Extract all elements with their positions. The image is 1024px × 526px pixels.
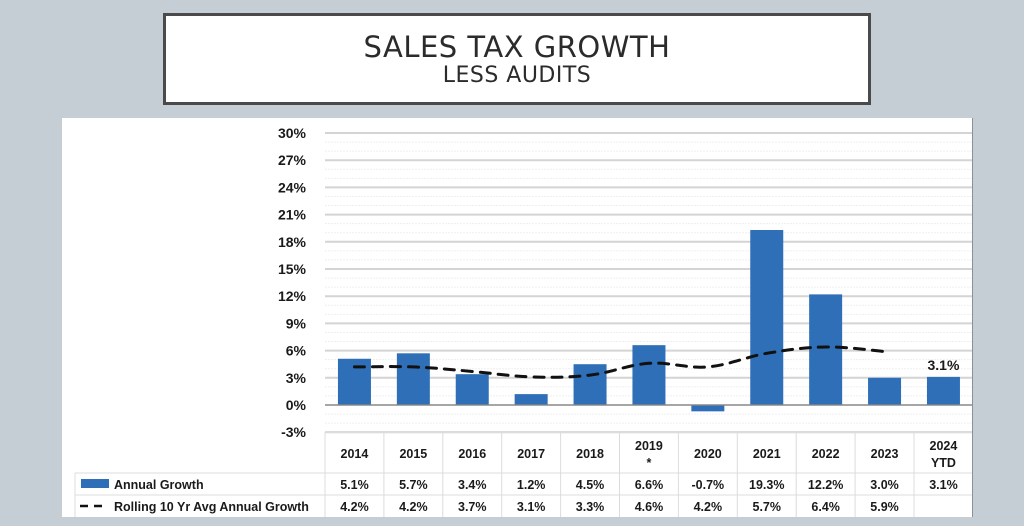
y-tick-label: 6%: [286, 343, 307, 359]
bar-2023: [868, 377, 902, 405]
table-header-cell: 2019: [635, 439, 663, 453]
bar-2018: [573, 364, 607, 405]
table-cell-rolling-avg: 4.2%: [399, 500, 428, 514]
y-tick-label: 24%: [278, 179, 307, 195]
table-header-cell: 2020: [694, 447, 722, 461]
y-tick-label: 0%: [286, 397, 307, 413]
y-tick-label: 3%: [286, 370, 307, 386]
bar-2015: [396, 353, 430, 405]
chart-subtitle: LESS AUDITS: [442, 63, 592, 88]
table-header-cell: 2022: [812, 447, 840, 461]
table-cell-annual-growth: 19.3%: [749, 478, 784, 492]
y-axis-ticks: 30% 27% 24% 21% 18% 15% 12% 9% 6% 3% 0% -3%: [278, 125, 307, 440]
table-cell-annual-growth: 3.1%: [929, 478, 958, 492]
table-header-cell: 2015: [399, 447, 427, 461]
y-tick-label: 21%: [278, 207, 307, 223]
y-tick-label: 15%: [278, 261, 307, 277]
table-header-cell: 2021: [753, 447, 781, 461]
y-tick-label: 9%: [286, 315, 307, 331]
legend-label-annual-growth: Annual Growth: [114, 478, 204, 492]
bar-2022: [809, 294, 843, 405]
table-header-cell: 2018: [576, 447, 604, 461]
y-tick-label: 27%: [278, 152, 307, 168]
table-cell-rolling-avg: 5.7%: [753, 500, 782, 514]
table-header-cell: 2023: [871, 447, 899, 461]
table-cell-annual-growth: 3.4%: [458, 478, 487, 492]
y-tick-label: 18%: [278, 234, 307, 250]
y-tick-label: 12%: [278, 288, 307, 304]
table-cell-rolling-avg: 4.2%: [694, 500, 723, 514]
table-cell-annual-growth: 6.6%: [635, 478, 664, 492]
table-header-cell: 2024: [930, 439, 958, 453]
bar-2024-ytd: [926, 376, 960, 405]
bar-2020: [691, 405, 725, 412]
table-cell-annual-growth: 5.7%: [399, 478, 428, 492]
table-cell-annual-growth: 5.1%: [340, 478, 369, 492]
table-header-cell: 2017: [517, 447, 545, 461]
table-header-cell: 2016: [458, 447, 486, 461]
legend-bar-swatch: [81, 479, 109, 488]
table-cell-rolling-avg: 3.7%: [458, 500, 487, 514]
bar-2016: [455, 374, 489, 405]
table-header-cell-sub: YTD: [931, 456, 956, 470]
title-box: SALES TAX GROWTH LESS AUDITS: [163, 13, 871, 105]
table-cell-annual-growth: 3.0%: [870, 478, 899, 492]
legend-label-rolling-avg: Rolling 10 Yr Avg Annual Growth: [114, 500, 309, 514]
bar-2019-: [632, 345, 666, 405]
table-cell-rolling-avg: 3.3%: [576, 500, 605, 514]
table-cell-rolling-avg: 6.4%: [811, 500, 840, 514]
data-label-2024-ytd: 3.1%: [927, 357, 959, 373]
annotations: 3.1%: [927, 357, 959, 373]
chart-panel: 30% 27% 24% 21% 18% 15% 12% 9% 6% 3% 0% -3% 3.1% 20…: [62, 118, 973, 517]
table-cell-annual-growth: 4.5%: [576, 478, 605, 492]
table-cell-rolling-avg: 4.6%: [635, 500, 664, 514]
table-cell-rolling-avg: 5.9%: [870, 500, 899, 514]
table-cell-annual-growth: 1.2%: [517, 478, 546, 492]
table-header-cell-sub: *: [647, 456, 652, 470]
bars-annual-growth: [337, 230, 960, 412]
data-table: 2014 2015 2016 2017 2018 2019 * 2020 2021 2022 202…: [74, 431, 972, 517]
table-cell-rolling-avg: 4.2%: [340, 500, 369, 514]
y-tick-label: 30%: [278, 125, 307, 141]
table-header-cell: 2014: [341, 447, 369, 461]
chart-title: SALES TAX GROWTH: [363, 30, 671, 64]
table-cell-annual-growth: -0.7%: [692, 478, 725, 492]
table-cell-annual-growth: 12.2%: [808, 478, 843, 492]
y-tick-label: -3%: [281, 424, 306, 440]
chart-svg: 30% 27% 24% 21% 18% 15% 12% 9% 6% 3% 0% -3% 3.1% 20…: [74, 125, 972, 517]
bar-2017: [514, 394, 548, 405]
bar-2021: [750, 230, 784, 405]
table-cell-rolling-avg: 3.1%: [517, 500, 546, 514]
